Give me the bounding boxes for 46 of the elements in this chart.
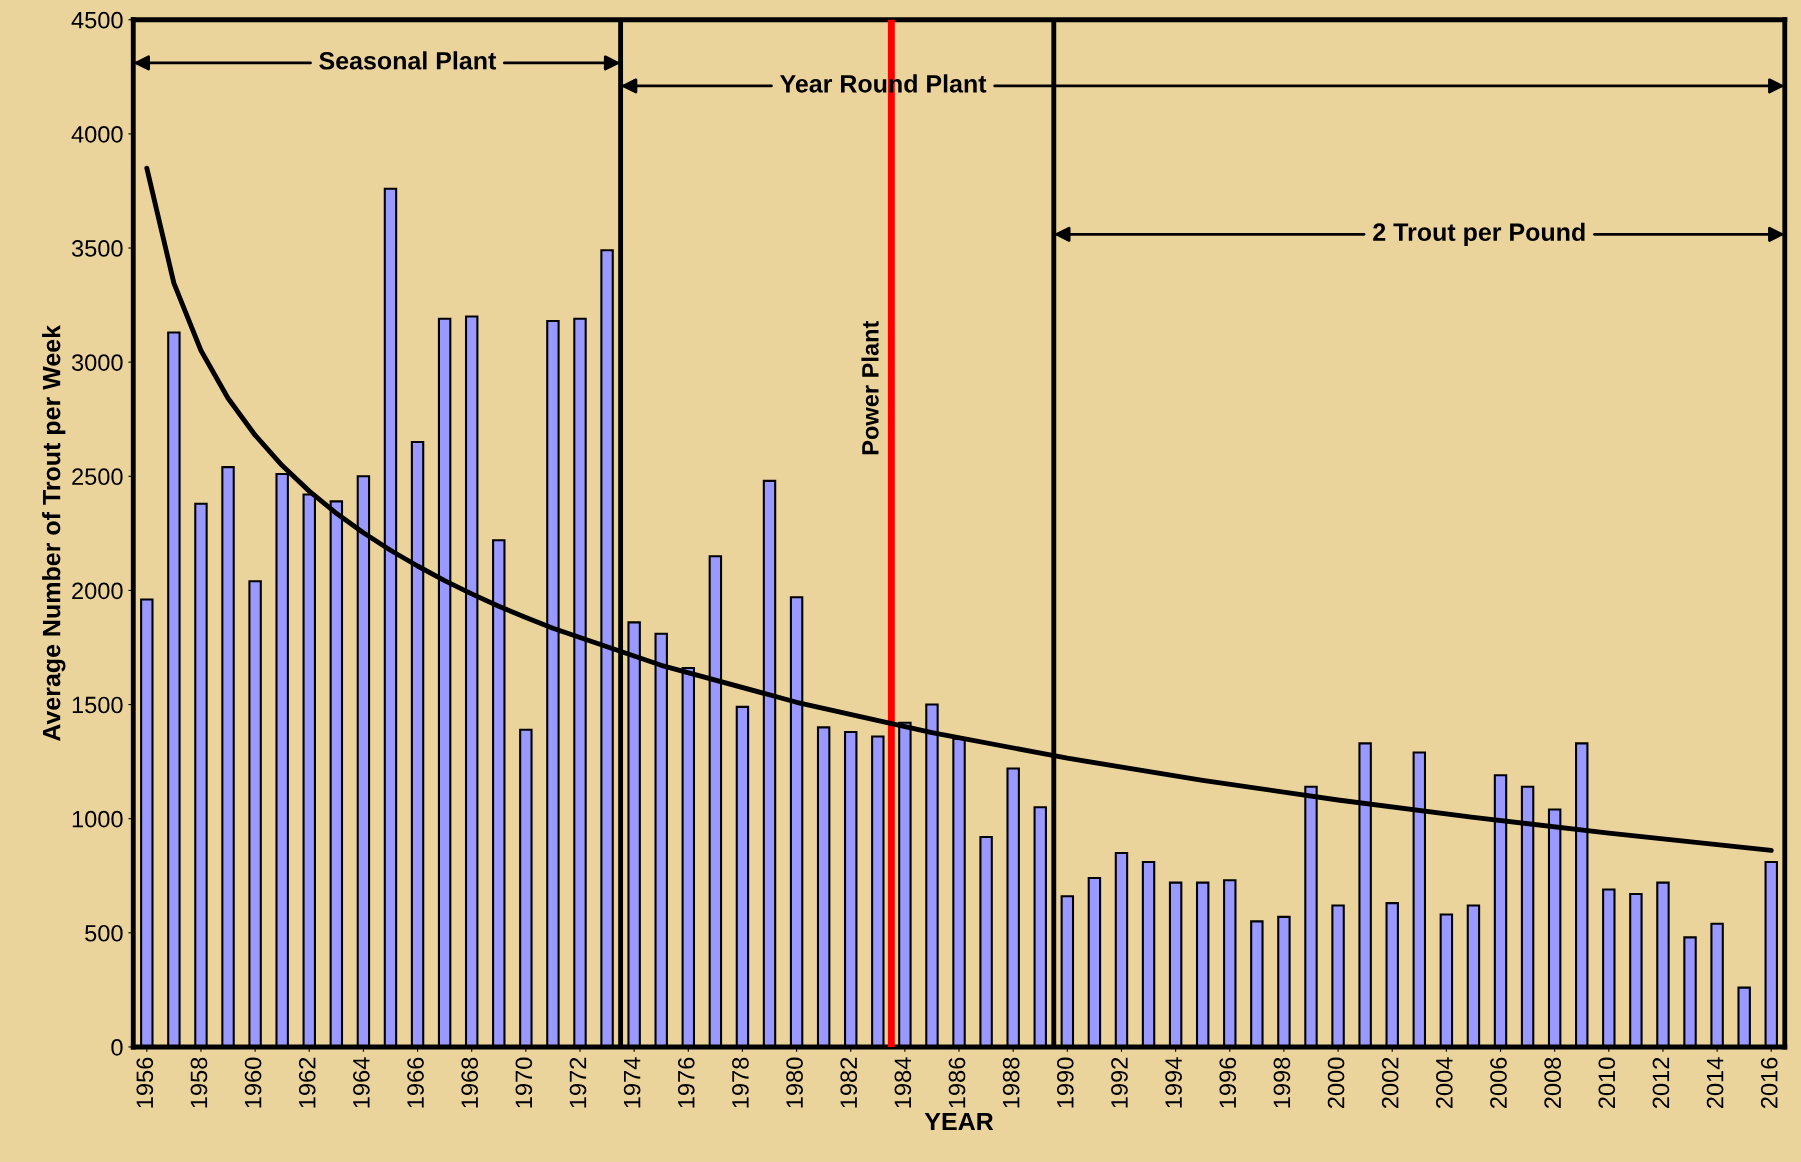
x-tick-label: 1968 (461, 1057, 479, 1108)
x-tick-label: 1964 (353, 1057, 370, 1108)
y-axis-title: Average Number of Trout per Week (42, 324, 66, 742)
x-tick-label: 1980 (786, 1057, 803, 1108)
x-tick-label: 1966 (407, 1057, 424, 1108)
x-tick-label: 2016 (1760, 1057, 1778, 1109)
y-tick-label: 3500 (71, 240, 123, 257)
x-tick-label: 1956 (136, 1057, 154, 1108)
y-tick-label: 0 (111, 1039, 123, 1056)
y-tick-label: 2500 (72, 468, 123, 486)
y-tick-label: 1000 (72, 810, 123, 828)
x-tick-label: 1992 (1111, 1057, 1128, 1108)
ref-line-label: Power Plant (861, 320, 879, 455)
x-tick-label: 1984 (894, 1057, 912, 1108)
x-tick-label: 1996 (1219, 1057, 1237, 1108)
x-axis-title: YEAR (924, 1112, 994, 1131)
y-tick-label: 500 (85, 924, 123, 942)
x-tick-label: 2002 (1381, 1057, 1399, 1109)
x-tick-label: 1962 (298, 1057, 316, 1108)
x-tick-label: 1994 (1165, 1057, 1182, 1108)
x-tick-label: 1976 (677, 1057, 695, 1108)
y-tick-label: 3000 (71, 354, 123, 371)
x-tick-label: 2012 (1652, 1057, 1670, 1109)
x-tick-label: 1982 (840, 1057, 858, 1108)
x-tick-label: 1972 (569, 1057, 587, 1108)
x-tick-label: 2000 (1327, 1057, 1345, 1109)
y-tick-label: 4500 (71, 11, 123, 29)
y-tick-label: 4000 (71, 125, 123, 143)
annotation: Seasonal Plant (319, 51, 497, 70)
x-tick-label: 1958 (190, 1057, 208, 1108)
x-tick-label: 2008 (1544, 1057, 1561, 1109)
x-tick-label: 1988 (1002, 1057, 1020, 1108)
x-tick-label: 1990 (1056, 1057, 1074, 1108)
x-tick-label: 2014 (1706, 1057, 1724, 1109)
x-tick-label: 1974 (623, 1057, 641, 1108)
annotation: 2 Trout per Pound (1373, 222, 1585, 246)
x-tick-label: 1970 (515, 1057, 533, 1108)
y-tick-label: 1500 (72, 696, 123, 714)
y-tick-label: 2000 (72, 582, 123, 600)
x-tick-label: 1960 (244, 1057, 262, 1108)
x-tick-label: 1998 (1273, 1057, 1291, 1108)
x-tick-label: 1986 (948, 1057, 966, 1108)
x-tick-label: 2006 (1490, 1057, 1507, 1109)
x-tick-label: 2004 (1435, 1057, 1453, 1109)
x-tick-label: 1978 (732, 1057, 749, 1108)
x-tick-label: 2010 (1598, 1057, 1616, 1109)
